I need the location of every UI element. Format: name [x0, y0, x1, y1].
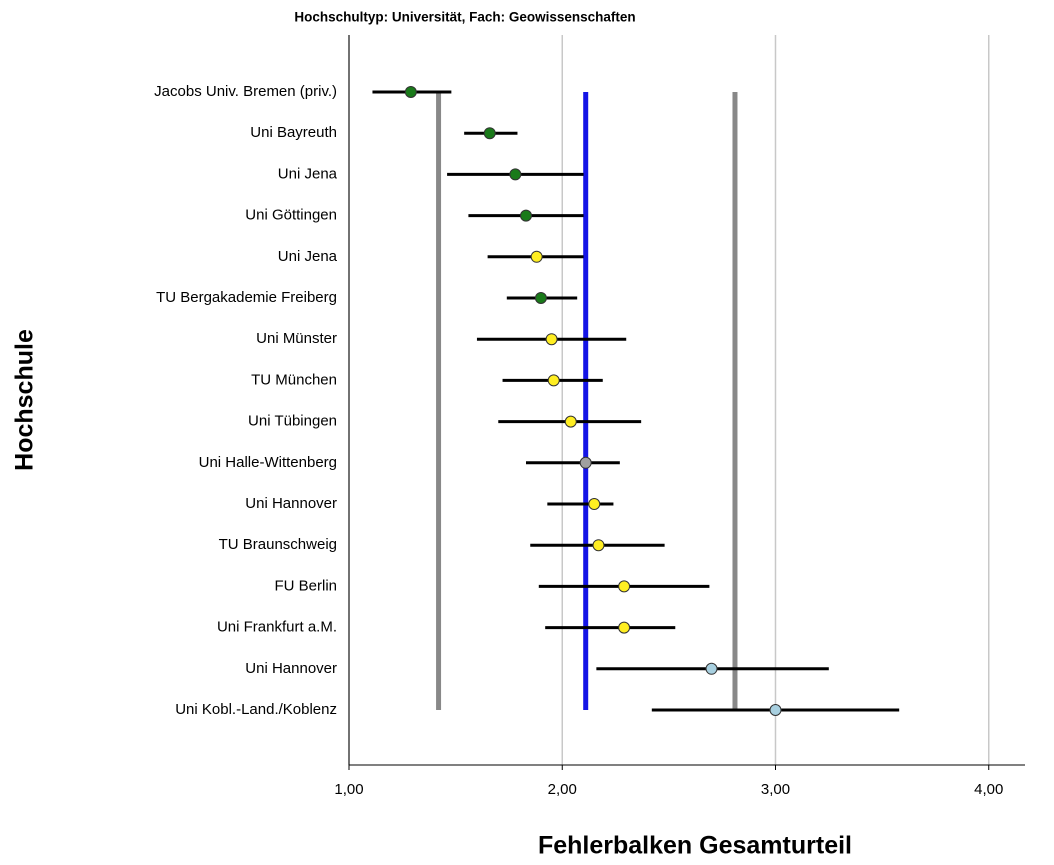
point [519, 209, 532, 222]
y-tick-label: Uni Münster [256, 330, 337, 347]
point [588, 498, 601, 510]
y-tick-label: FU Berlin [274, 577, 337, 594]
point [534, 292, 547, 304]
chart-title: Hochschultyp: Universität, Fach: Geowiss… [294, 10, 635, 25]
y-tick-label: TU Bergakademie Freiberg [156, 289, 337, 306]
point [404, 86, 417, 98]
point [592, 539, 605, 552]
y-tick-label: Jacobs Univ. Bremen (priv.) [154, 83, 337, 100]
y-tick-label: TU München [251, 371, 337, 388]
point [547, 374, 560, 387]
point [564, 415, 577, 428]
y-tick-label: Uni Hannover [245, 660, 337, 677]
point [618, 580, 631, 593]
y-tick-label: Uni Jena [278, 165, 338, 182]
x-axis-label: Fehlerbalken Gesamturteil [538, 832, 852, 860]
y-tick-label: TU Braunschweig [219, 536, 337, 553]
y-tick-label: Uni Hannover [245, 495, 337, 512]
y-tick-label: Uni Halle-Wittenberg [199, 454, 337, 471]
y-tick-label: Uni Bayreuth [250, 124, 337, 141]
y-tick-label: Uni Jena [278, 248, 338, 265]
x-tick-label: 3,00 [761, 781, 790, 798]
point [579, 456, 592, 469]
point [483, 127, 496, 140]
point [509, 168, 522, 181]
point [545, 333, 558, 346]
point [530, 250, 543, 263]
point [618, 621, 631, 634]
y-tick-label: Uni Kobl.-Land./Koblenz [175, 701, 337, 718]
y-tick-label: Uni Göttingen [245, 207, 337, 224]
y-tick-label: Uni Frankfurt a.M. [217, 619, 337, 636]
y-tick-label: Uni Tübingen [248, 413, 337, 430]
point [705, 662, 718, 675]
x-tick-label: 1,00 [334, 781, 363, 798]
y-axis-label: Hochschule [11, 329, 39, 471]
x-tick-label: 2,00 [548, 781, 577, 798]
x-tick-label: 4,00 [974, 781, 1003, 798]
point [769, 704, 782, 716]
